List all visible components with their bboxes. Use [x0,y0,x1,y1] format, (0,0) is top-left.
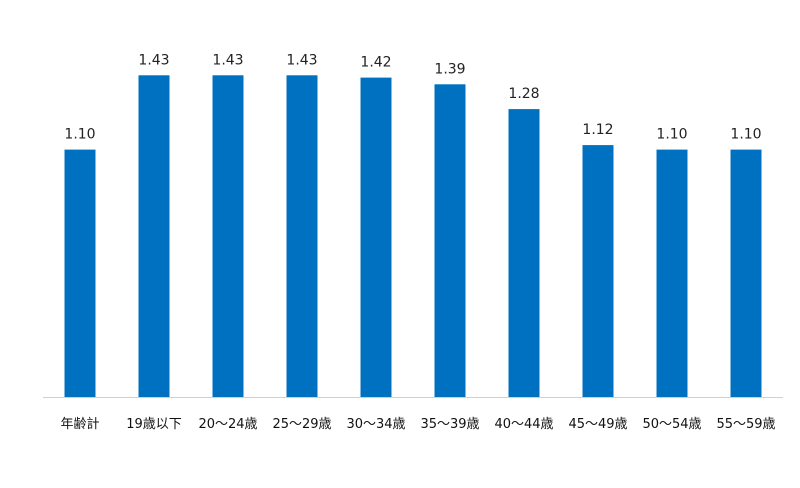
category-label: 30～34歳 [346,417,405,432]
category-label: 20～24歳 [198,417,257,432]
category-labels-layer: 年齢計 19歳以下 20～24歳 25～29歳 30～34歳 35～39歳 40～44歳 45… [60,416,775,432]
category-label: 年齢計 [60,416,99,432]
category-label: 35～39歳 [420,417,479,432]
value-label: 1.10 [656,127,687,143]
category-label: 19歳以下 [126,417,182,432]
bar [434,84,466,398]
value-label: 1.39 [434,61,465,77]
value-label: 1.10 [730,127,761,143]
value-label: 1.28 [508,86,539,102]
category-label: 55～59歳 [716,417,775,432]
value-label: 1.43 [138,52,169,68]
value-labels-layer: 1.10 1.43 1.43 1.43 1.42 1.39 1.28 1.12 1.10 1.10 [64,52,761,142]
category-label: 50～54歳 [642,417,701,432]
category-label: 45～49歳 [568,417,627,432]
bars-layer [64,75,762,398]
bar [64,149,96,397]
value-label: 1.42 [360,55,391,71]
value-label: 1.43 [286,52,317,68]
bar [138,75,170,398]
bar [360,77,392,397]
bar [656,149,688,397]
bar [508,109,540,397]
bar [212,75,244,398]
value-label: 1.12 [582,122,613,138]
category-label: 40～44歳 [494,417,553,432]
value-label: 1.10 [64,127,95,143]
bar [286,75,318,398]
value-label: 1.43 [212,52,243,68]
bar [582,145,614,397]
bar [730,149,762,397]
category-label: 25～29歳 [272,417,331,432]
